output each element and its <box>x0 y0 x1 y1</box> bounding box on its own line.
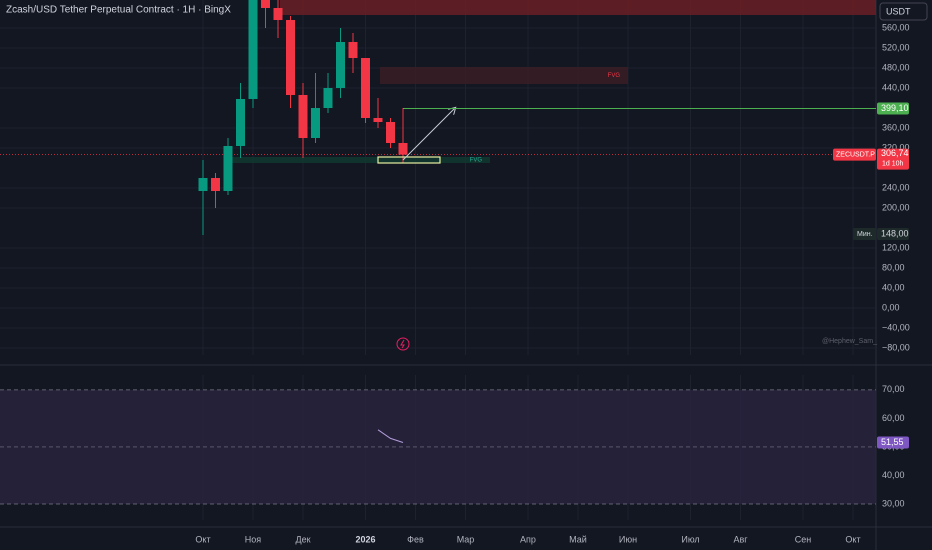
candle-body <box>348 42 358 58</box>
y-tick-label: 40,00 <box>882 282 905 292</box>
x-tick-label: Дек <box>295 534 310 544</box>
x-tick-label: Окт <box>845 534 860 544</box>
x-tick-label: Апр <box>520 534 536 544</box>
candle-body <box>298 95 308 138</box>
arrow <box>402 108 455 161</box>
y-tick-label: 560,00 <box>882 22 910 32</box>
rsi-line <box>377 429 404 443</box>
chart-title: Zcash/USD Tether Perpetual Contract · 1H… <box>6 5 231 16</box>
candle-body <box>361 58 370 118</box>
watermark: @Hephew_Sam_ <box>822 338 877 345</box>
x-tick-label: 2026 <box>355 534 375 544</box>
y-tick-label: 30,00 <box>882 498 905 508</box>
rsi-pane <box>0 375 876 520</box>
candle-body <box>386 122 395 143</box>
min-tag <box>853 228 876 240</box>
y-tick-label: −40,00 <box>882 322 910 332</box>
y-tick-label: 200,00 <box>882 202 910 212</box>
x-tick-label: Май <box>569 534 587 544</box>
level-tag <box>877 102 909 115</box>
zone <box>280 0 876 15</box>
zone <box>380 67 628 84</box>
zone <box>228 157 490 163</box>
x-tick-label: Мар <box>457 534 475 544</box>
candle-body <box>211 178 220 191</box>
ticker-tag <box>833 148 876 161</box>
highlight-box <box>377 156 441 164</box>
y-tick-label: 120,00 <box>882 242 910 252</box>
ticker-label: ZECUSDT.P <box>836 151 875 158</box>
candle-body <box>261 0 270 8</box>
alert-icon-bolt <box>400 339 405 349</box>
x-tick-label: Июл <box>681 534 699 544</box>
min-value-tag <box>877 228 909 240</box>
rsi-last-label: 51,55 <box>881 437 904 447</box>
candle-body <box>286 20 295 95</box>
candle-body <box>323 88 333 108</box>
x-tick-label: Фев <box>407 534 424 544</box>
y-tick-label: 80,00 <box>882 262 905 272</box>
y-tick-label: 60,00 <box>882 413 905 423</box>
axes: 560,00 520,00 480,00 440,00 360,00 320,00 240,… <box>195 22 909 544</box>
currency-label[interactable]: USDT <box>886 6 911 16</box>
y-tick-label: 0,00 <box>882 302 900 312</box>
x-tick-label: Авг <box>733 534 748 544</box>
rsi-last-tag <box>877 436 909 449</box>
x-tick-label: Ноя <box>245 534 262 544</box>
y-tick-label: −80,00 <box>882 342 910 352</box>
zone-label: FVG <box>608 73 621 79</box>
x-tick-label: Окт <box>195 534 210 544</box>
candle-body <box>336 42 345 88</box>
main-pane: FVG FVG <box>0 0 876 355</box>
y-tick-label: 320,00 <box>882 142 910 152</box>
y-tick-label: 70,00 <box>882 384 905 394</box>
y-tick-label: 240,00 <box>882 182 910 192</box>
last-price-label: 306,74 <box>881 148 909 158</box>
last-price-tag <box>877 148 909 170</box>
countdown: 1d 10h <box>882 160 904 167</box>
candle-body <box>373 118 383 122</box>
y-tick-label: 480,00 <box>882 62 910 72</box>
x-tick-label: Июн <box>619 534 637 544</box>
alert-icon[interactable] <box>396 337 410 351</box>
candle-body <box>198 178 208 191</box>
candle-body <box>398 143 408 155</box>
y-tick-label: 40,00 <box>882 470 905 480</box>
y-tick-label: 440,00 <box>882 82 910 92</box>
candle-body <box>311 108 320 138</box>
candle-body <box>223 146 233 191</box>
y-tick-label: 520,00 <box>882 42 910 52</box>
level-label: 399,10 <box>881 103 909 113</box>
zone-label: FVG <box>470 158 483 164</box>
x-tick-label: Сен <box>795 534 812 544</box>
y-tick-label: 360,00 <box>882 122 910 132</box>
min-label: 148,00 <box>881 228 909 238</box>
currency-button[interactable] <box>879 2 928 21</box>
candle-body <box>273 8 283 20</box>
candle-body <box>248 0 258 99</box>
candle-body <box>236 99 245 146</box>
min-name: Мин. <box>857 231 873 238</box>
